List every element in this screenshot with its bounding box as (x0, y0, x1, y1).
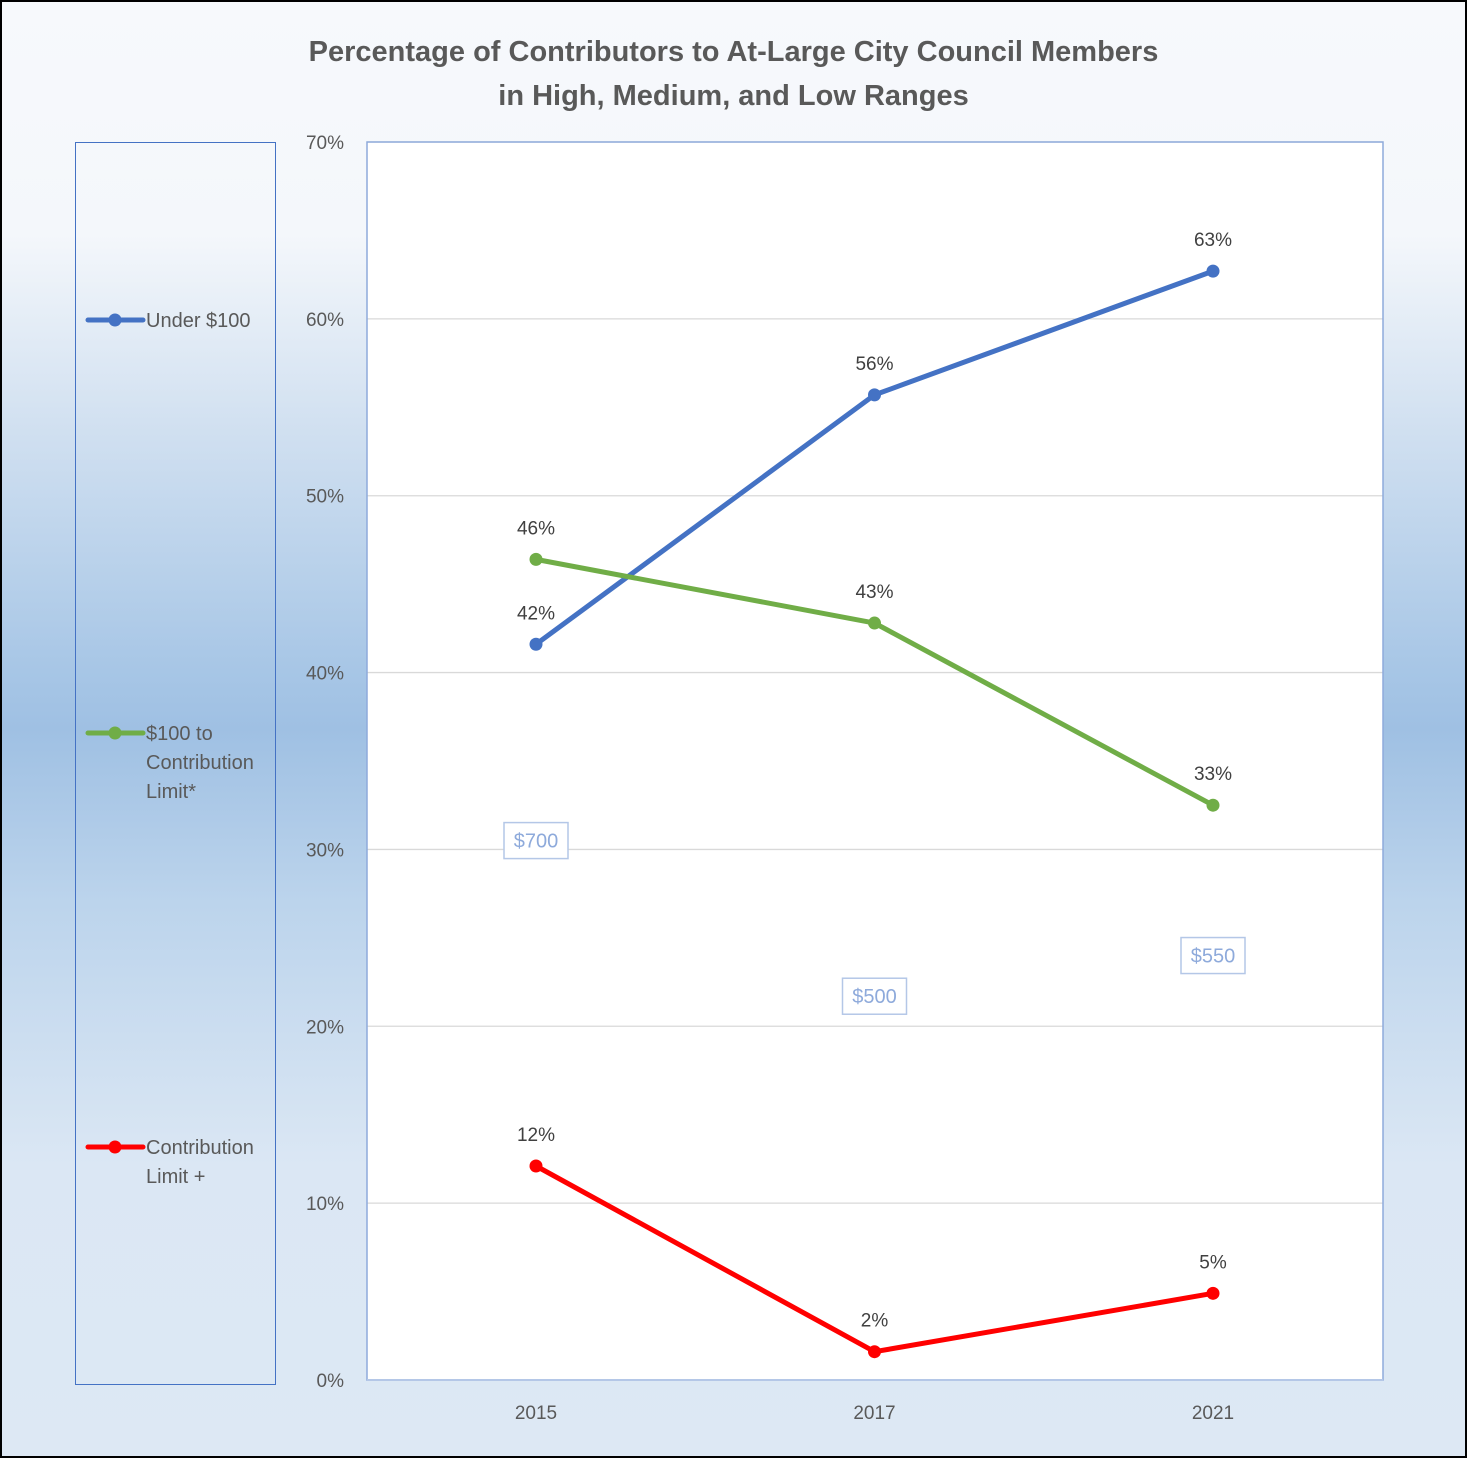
y-tick-label: 20% (306, 1017, 344, 1038)
legend-label: Contribution Limit + (146, 1137, 254, 1188)
data-label: 42% (517, 603, 555, 624)
limit-annotation-text: $700 (514, 831, 559, 853)
chart-title-line-2: in High, Medium, and Low Ranges (498, 80, 969, 112)
legend-label-line: $100 to (146, 723, 213, 745)
data-point (868, 388, 881, 402)
data-point (1206, 264, 1220, 278)
data-label: 33% (1194, 764, 1232, 785)
data-label: 43% (855, 582, 893, 603)
data-label: 12% (517, 1125, 555, 1146)
legend-marker (108, 1140, 122, 1154)
legend-label: $100 to Contribution Limit* (146, 723, 254, 803)
limit-annotation-box (503, 821, 569, 860)
legend-label: Under $100 (146, 310, 251, 332)
y-tick-label: 30% (306, 840, 344, 861)
data-point (529, 552, 543, 566)
legend-label-line: Contribution (146, 1137, 254, 1159)
legend-label-line: Limit* (146, 781, 196, 803)
chart-title: Percentage of Contributors to At-Large C… (2, 30, 1465, 118)
data-label: 63% (1194, 230, 1232, 251)
legend-box (75, 142, 276, 1385)
data-point (868, 1345, 881, 1359)
x-tick-label: 2017 (853, 1403, 895, 1424)
limit-annotation-box (841, 977, 908, 1015)
y-tick-label: 10% (306, 1194, 344, 1215)
data-point (529, 1159, 543, 1173)
y-tick-label: 0% (317, 1371, 345, 1392)
legend-label-line: Limit + (146, 1166, 205, 1188)
y-tick-label: 60% (306, 310, 344, 331)
plot-area (367, 142, 1383, 1380)
chart-title-line-1: Percentage of Contributors to At-Large C… (308, 36, 1159, 68)
x-tick-label: 2021 (1192, 1403, 1234, 1424)
data-label: 46% (517, 518, 555, 539)
legend-label-line: Contribution (146, 752, 254, 774)
legend-marker (108, 313, 122, 327)
legend-marker (108, 726, 122, 740)
limit-annotation-text: $500 (852, 986, 897, 1008)
data-point (868, 616, 881, 630)
y-tick-label: 70% (306, 133, 344, 154)
data-label: 56% (855, 354, 893, 375)
data-point (529, 637, 543, 651)
limit-annotation-box (1180, 936, 1246, 975)
data-label: 2% (861, 1311, 889, 1332)
x-tick-label: 2015 (515, 1403, 557, 1424)
data-point (1206, 798, 1220, 812)
legend-label-line: Under $100 (146, 310, 251, 332)
y-tick-label: 40% (306, 664, 344, 685)
limit-annotation-text: $550 (1191, 946, 1236, 968)
data-label: 5% (1199, 1252, 1227, 1273)
data-point (1206, 1286, 1220, 1300)
y-tick-label: 50% (306, 487, 344, 508)
